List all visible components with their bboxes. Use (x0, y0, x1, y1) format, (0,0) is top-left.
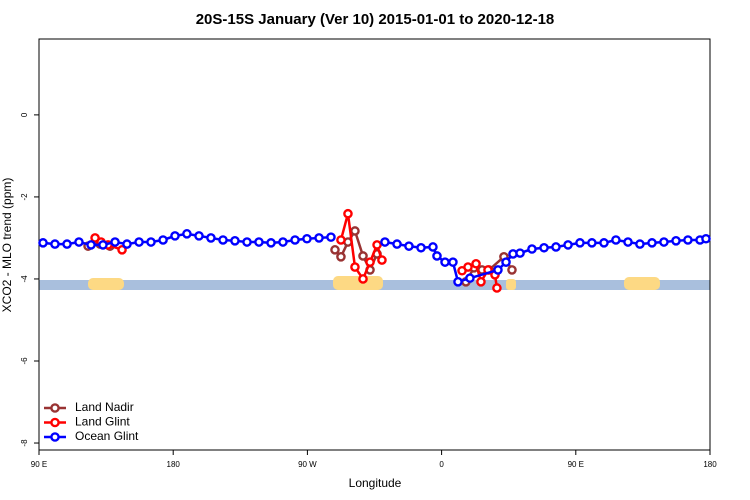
point (515, 248, 525, 258)
point (563, 240, 573, 250)
chart-title: 20S-15S January (Ver 10) 2015-01-01 to 2… (196, 11, 555, 28)
point (158, 235, 168, 245)
land-strip (333, 276, 383, 290)
point (365, 257, 375, 267)
point (659, 237, 669, 247)
legend-label: Land Nadir (75, 400, 134, 414)
point (122, 239, 132, 249)
point (343, 208, 353, 219)
point (170, 231, 180, 241)
point (448, 257, 458, 267)
legend-label: Ocean Glint (75, 429, 139, 443)
point (206, 233, 216, 243)
point (416, 242, 426, 253)
point (471, 258, 481, 269)
legend-marker (50, 432, 60, 442)
point (86, 240, 96, 250)
point (551, 242, 561, 252)
point (358, 274, 368, 284)
point (194, 231, 204, 241)
point (330, 245, 340, 255)
point (242, 237, 252, 247)
y-axis-label: XCO2 - MLO trend (ppm) (0, 178, 14, 313)
point (266, 238, 276, 248)
point (254, 237, 264, 247)
point (635, 239, 645, 249)
point (392, 239, 402, 249)
x-tick-label: 90 W (298, 460, 317, 469)
x-tick-label: 180 (167, 460, 181, 469)
point (336, 235, 346, 245)
point (611, 235, 621, 245)
point (350, 226, 360, 236)
point (501, 257, 511, 267)
y-tick-label: -4 (20, 275, 29, 283)
point (110, 237, 120, 247)
legend-marker (50, 403, 60, 413)
point (701, 233, 711, 244)
point (683, 235, 693, 245)
point (527, 244, 537, 254)
point (463, 262, 473, 272)
point (539, 242, 549, 253)
point (302, 233, 312, 244)
point (671, 236, 681, 246)
point (314, 233, 324, 243)
x-axis-label: Longitude (349, 476, 402, 490)
point (476, 277, 486, 287)
point (358, 251, 368, 261)
land-strip (624, 277, 660, 290)
y-tick-label: -2 (20, 193, 29, 201)
point (492, 283, 502, 293)
point (377, 255, 387, 265)
point (493, 265, 503, 275)
point (38, 238, 48, 248)
point (587, 238, 597, 248)
point (230, 236, 240, 246)
point (440, 257, 450, 267)
land-strip (88, 278, 124, 290)
x-tick-label: 180 (703, 460, 717, 469)
legend-label: Land Glint (75, 415, 130, 429)
x-tick-label: 90 E (31, 460, 47, 469)
land-strip (506, 279, 516, 290)
y-tick-label: -6 (20, 357, 29, 365)
point (372, 240, 382, 250)
point (134, 237, 144, 247)
point (599, 238, 609, 248)
point (74, 237, 84, 247)
point (575, 238, 585, 248)
point (453, 277, 463, 287)
point (98, 240, 108, 250)
point (278, 237, 288, 247)
point (465, 273, 475, 283)
point (290, 235, 300, 245)
x-tick-label: 90 E (568, 460, 584, 469)
point (146, 237, 156, 247)
point (507, 265, 517, 275)
point (117, 245, 127, 255)
point (350, 262, 360, 272)
y-tick-label: -8 (20, 439, 29, 447)
point (326, 232, 336, 242)
point (623, 237, 633, 247)
point (428, 242, 438, 252)
x-tick-label: 0 (439, 460, 444, 469)
point (380, 237, 390, 247)
legend-marker (50, 417, 60, 428)
land-ocean-strip (39, 276, 710, 290)
point (647, 238, 657, 248)
point (404, 241, 414, 251)
point (182, 229, 192, 239)
point (62, 239, 72, 249)
point (336, 252, 346, 262)
y-tick-label: 0 (20, 112, 29, 117)
point (50, 239, 60, 249)
point (218, 235, 228, 245)
point (432, 251, 442, 261)
